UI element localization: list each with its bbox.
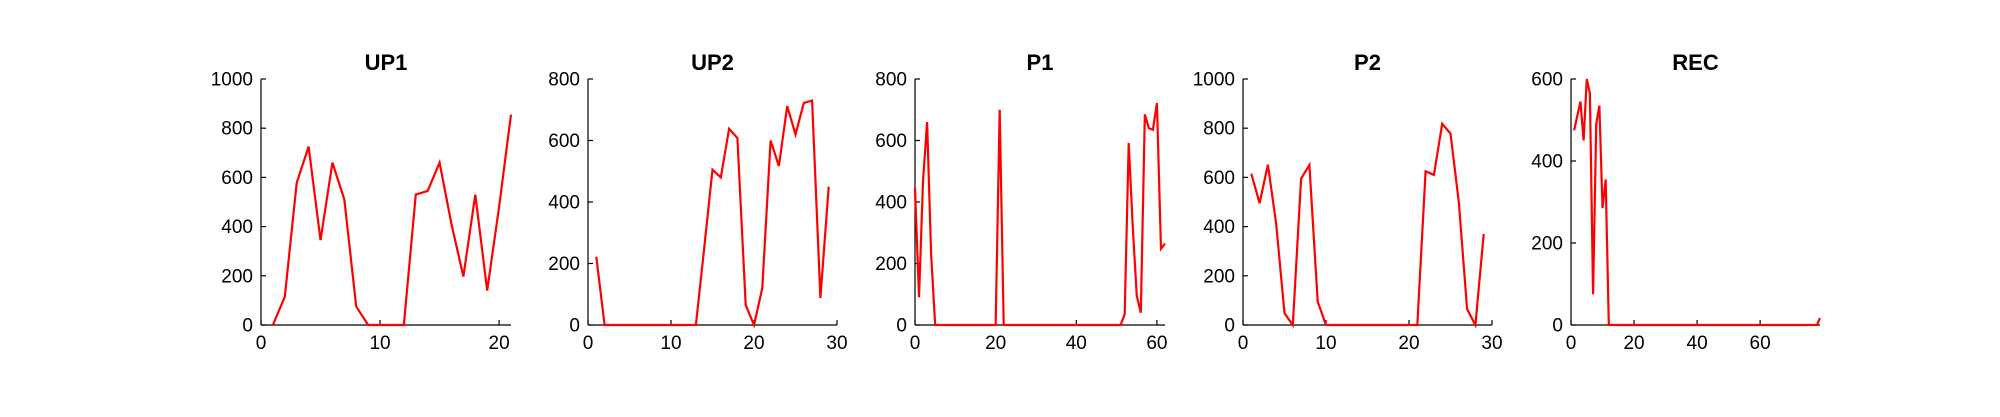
y-tick-label: 600 xyxy=(221,168,253,189)
x-tick-label: 0 xyxy=(910,333,921,354)
series-line xyxy=(1573,78,1822,327)
y-tick-label: 200 xyxy=(548,254,580,275)
y-tick-label: 800 xyxy=(548,70,580,91)
x-tick-label: 20 xyxy=(1623,333,1644,354)
y-tick-label: 800 xyxy=(1203,119,1235,140)
x-tick-label: 60 xyxy=(1146,333,1167,354)
x-tick-label: 0 xyxy=(1238,333,1249,354)
x-tick-label: 40 xyxy=(1066,333,1087,354)
y-tick-label: 1000 xyxy=(1193,70,1235,91)
x-tick-label: 10 xyxy=(660,333,681,354)
y-tick-label: 200 xyxy=(221,266,253,287)
y-tick-label: 200 xyxy=(875,254,907,275)
y-tick-label: 200 xyxy=(1203,266,1235,287)
chart-panel-rec: REC 0 200 400 600 0 20 40 60 xyxy=(1531,50,1822,354)
chart-title: P2 xyxy=(1354,50,1381,75)
chart-panel-up2: UP2 0 200 400 600 800 0 10 20 30 xyxy=(548,50,847,354)
x-tick-label: 20 xyxy=(985,333,1006,354)
chart-panel-p2: P2 0 200 400 600 800 1000 0 10 20 30 xyxy=(1193,50,1503,354)
series-line xyxy=(271,114,513,327)
chart-panel-up1: UP1 0 200 400 600 800 1000 0 10 20 xyxy=(211,50,513,354)
x-tick-label: 20 xyxy=(743,333,764,354)
x-tick-label: 30 xyxy=(1481,333,1502,354)
y-tick-label: 200 xyxy=(1531,234,1563,255)
chart-title: UP1 xyxy=(365,50,408,75)
x-tick-label: 20 xyxy=(1398,333,1419,354)
x-tick-label: 30 xyxy=(826,333,847,354)
x-tick-label: 60 xyxy=(1750,333,1771,354)
y-tick-label: 600 xyxy=(1531,70,1563,91)
chart-panel-p1: P1 0 200 400 600 800 0 20 40 60 xyxy=(875,50,1167,354)
chart-title: P1 xyxy=(1027,50,1054,75)
x-tick-label: 0 xyxy=(1566,333,1577,354)
y-tick-label: 400 xyxy=(221,217,253,238)
chart-title: REC xyxy=(1672,50,1719,75)
y-tick-label: 400 xyxy=(875,193,907,214)
y-tick-label: 0 xyxy=(1224,316,1235,337)
y-tick-label: 800 xyxy=(221,119,253,140)
y-tick-label: 0 xyxy=(896,316,907,337)
y-tick-label: 600 xyxy=(548,131,580,152)
y-tick-label: 0 xyxy=(569,316,580,337)
y-tick-label: 400 xyxy=(548,193,580,214)
y-tick-label: 1000 xyxy=(211,70,253,91)
y-tick-label: 800 xyxy=(875,70,907,91)
chart-title: UP2 xyxy=(691,50,734,75)
x-tick-label: 20 xyxy=(489,333,510,354)
x-tick-label: 10 xyxy=(369,333,390,354)
series-line xyxy=(1250,121,1485,329)
y-tick-label: 400 xyxy=(1531,152,1563,173)
y-tick-label: 400 xyxy=(1203,217,1235,238)
series-line xyxy=(595,99,830,329)
y-tick-label: 600 xyxy=(875,131,907,152)
series-line xyxy=(913,102,1166,327)
x-tick-label: 0 xyxy=(256,333,267,354)
y-tick-label: 600 xyxy=(1203,168,1235,189)
y-tick-label: 0 xyxy=(242,316,253,337)
y-tick-label: 0 xyxy=(1552,316,1563,337)
x-tick-label: 40 xyxy=(1687,333,1708,354)
x-tick-label: 0 xyxy=(583,333,594,354)
x-tick-label: 10 xyxy=(1315,333,1336,354)
